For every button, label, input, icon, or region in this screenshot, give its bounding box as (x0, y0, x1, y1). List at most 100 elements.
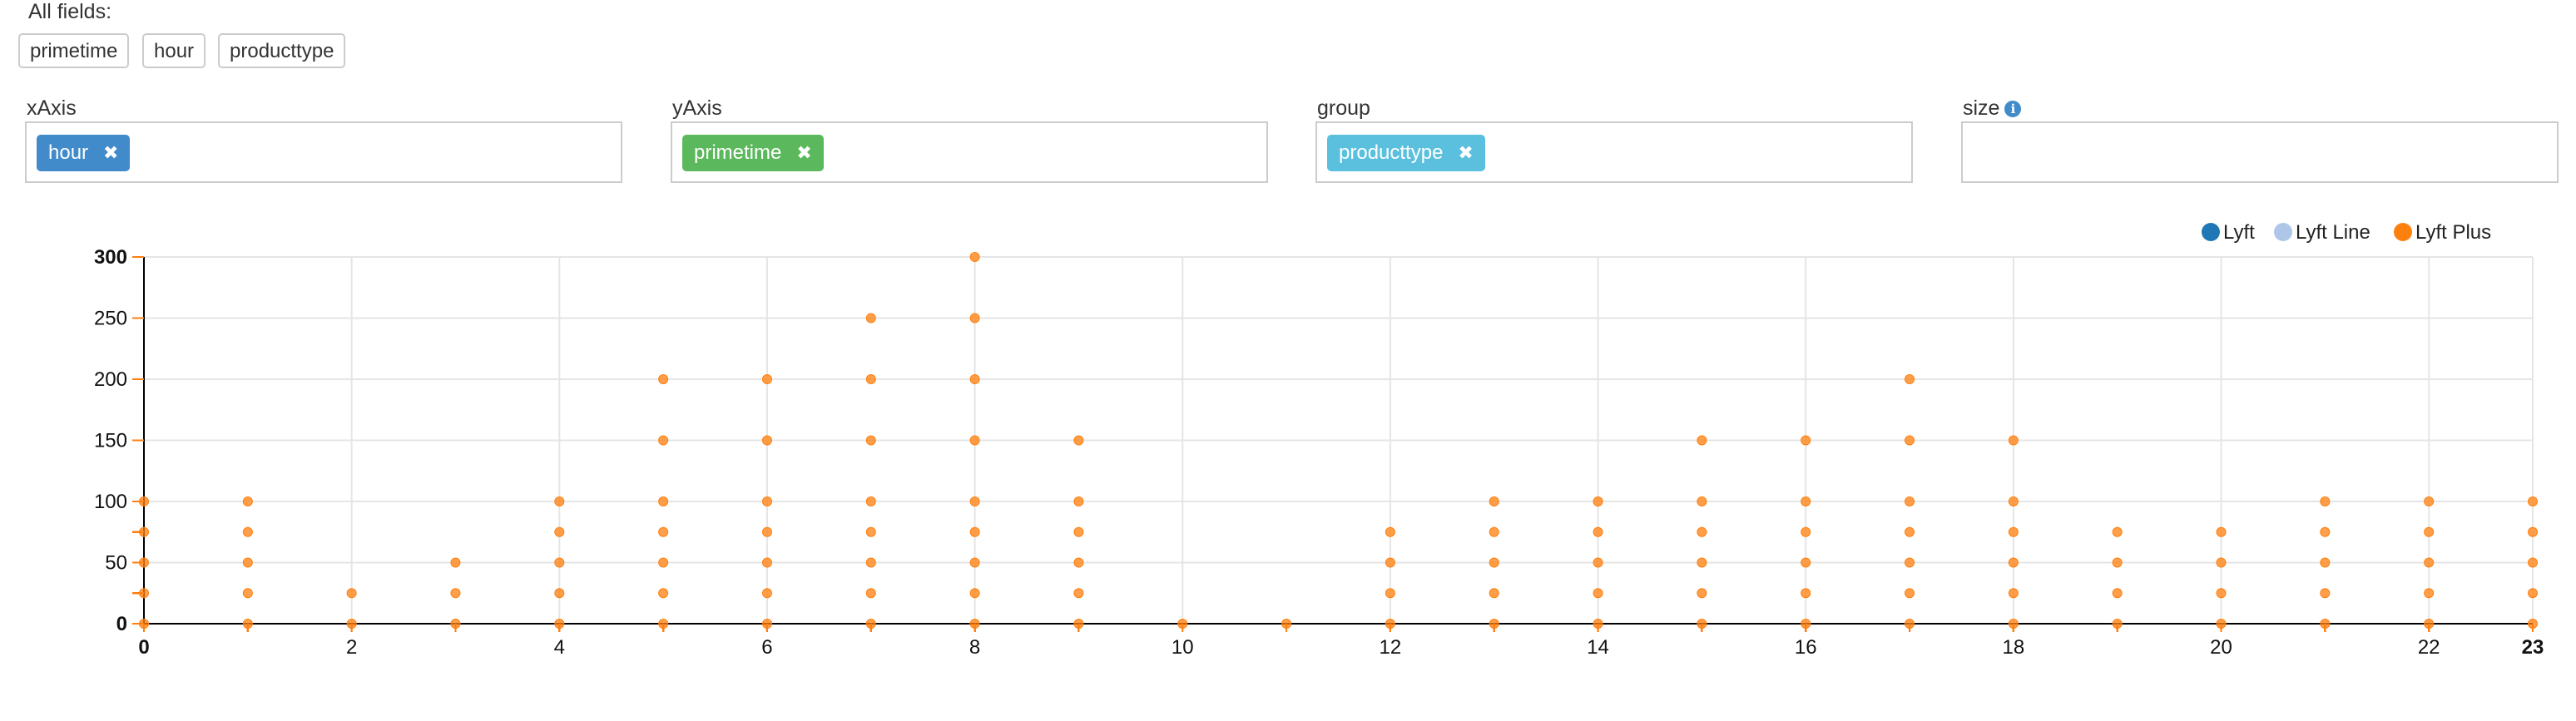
data-point (1073, 588, 1084, 599)
data-point (969, 252, 980, 262)
data-point (242, 496, 253, 506)
data-point (554, 557, 565, 568)
x-tick-label: 0 (138, 636, 149, 659)
data-point (865, 374, 876, 384)
data-point (1593, 526, 1603, 537)
data-point (2424, 526, 2435, 537)
y-tick-label: 0 (116, 613, 127, 635)
data-point (1385, 588, 1395, 599)
field-chip-producttype[interactable]: producttype (218, 33, 346, 68)
info-icon[interactable]: i (2004, 101, 2022, 117)
data-point (1489, 588, 1499, 599)
data-point (450, 557, 461, 568)
x-axis-shelf[interactable]: hour ✖ (25, 121, 622, 183)
data-point (1697, 435, 1707, 446)
size-shelf-label-text: size (1963, 96, 2000, 120)
data-point (865, 313, 876, 323)
data-point (1801, 526, 1811, 537)
group-tag-label: producttype (1339, 141, 1444, 164)
data-point (554, 496, 565, 506)
y-tick-label: 250 (94, 308, 127, 330)
legend-marker (2202, 223, 2220, 241)
data-point (969, 526, 980, 537)
data-point (2112, 588, 2123, 599)
data-point (554, 588, 565, 599)
data-point (2008, 435, 2019, 446)
data-point (865, 557, 876, 568)
x-tick-label: 16 (1795, 636, 1817, 659)
field-chip-hour[interactable]: hour (142, 33, 206, 68)
data-point (1905, 374, 1915, 384)
data-point (761, 588, 772, 599)
data-point (2216, 588, 2227, 599)
data-point (865, 588, 876, 599)
data-point (2216, 557, 2227, 568)
data-point (2320, 526, 2331, 537)
field-chip-primetime[interactable]: primetime (18, 33, 130, 68)
all-fields-label: All fields: (28, 0, 112, 23)
data-point (1489, 526, 1499, 537)
data-point (761, 526, 772, 537)
data-point (761, 374, 772, 384)
legend-label: Lyft (2223, 221, 2255, 244)
data-point (346, 588, 357, 599)
data-point (1281, 619, 1292, 629)
close-icon[interactable]: ✖ (103, 142, 119, 163)
group-shelf-label: group (1317, 96, 1370, 120)
data-point (1073, 435, 1084, 446)
data-point (969, 313, 980, 323)
data-point (1385, 526, 1395, 537)
data-point (1905, 588, 1915, 599)
x-tick-label: 2 (346, 636, 357, 659)
data-point (2008, 526, 2019, 537)
size-shelf-label: size i (1963, 96, 2022, 121)
group-tag[interactable]: producttype ✖ (1327, 135, 1485, 171)
data-point (1593, 496, 1603, 506)
data-point (761, 557, 772, 568)
data-point (2528, 588, 2538, 599)
x-axis-tag-label: hour (48, 141, 89, 164)
data-point (1593, 588, 1603, 599)
legend-marker (2274, 223, 2292, 241)
x-tick-label: 10 (1172, 636, 1194, 659)
x-tick-label: 18 (2003, 636, 2025, 659)
x-tick-label: 12 (1380, 636, 1402, 659)
x-axis-tag[interactable]: hour ✖ (37, 135, 131, 171)
data-point (658, 435, 669, 446)
data-point (1801, 557, 1811, 568)
data-point (969, 435, 980, 446)
data-point (2216, 526, 2227, 537)
data-point (2112, 557, 2123, 568)
x-axis-shelf-label: xAxis (27, 96, 77, 120)
data-point (1905, 557, 1915, 568)
data-point (1489, 557, 1499, 568)
data-point (1177, 619, 1188, 629)
data-point (2320, 496, 2331, 506)
group-shelf[interactable]: producttype ✖ (1315, 121, 1913, 183)
y-axis-shelf[interactable]: primetime ✖ (671, 121, 1268, 183)
y-tick-label: 300 (94, 246, 127, 269)
size-shelf[interactable] (1961, 121, 2559, 183)
data-point (2008, 557, 2019, 568)
data-point (1697, 588, 1707, 599)
data-point (761, 435, 772, 446)
scatter-chart: 0 2 4 6 8 10 12 14 16 18 20 22 23 0 50 100 150 200 250 300 L… (94, 221, 2544, 659)
x-tick-label: 23 (2522, 636, 2544, 659)
data-point (1073, 496, 1084, 506)
close-icon[interactable]: ✖ (796, 142, 812, 163)
data-point (1905, 435, 1915, 446)
data-point (658, 588, 669, 599)
x-tick-label: 20 (2210, 636, 2232, 659)
data-point (1801, 588, 1811, 599)
y-tick-label: 50 (105, 552, 127, 575)
data-point (2424, 557, 2435, 568)
y-axis-shelf-label: yAxis (672, 96, 722, 120)
data-point (450, 588, 461, 599)
legend-label: Lyft Plus (2415, 221, 2491, 244)
data-point (865, 496, 876, 506)
x-tick-label: 6 (761, 636, 772, 659)
close-icon[interactable]: ✖ (1458, 142, 1474, 163)
x-tick-label: 8 (969, 636, 980, 659)
y-axis-tag[interactable]: primetime ✖ (682, 135, 824, 171)
data-point (658, 496, 669, 506)
